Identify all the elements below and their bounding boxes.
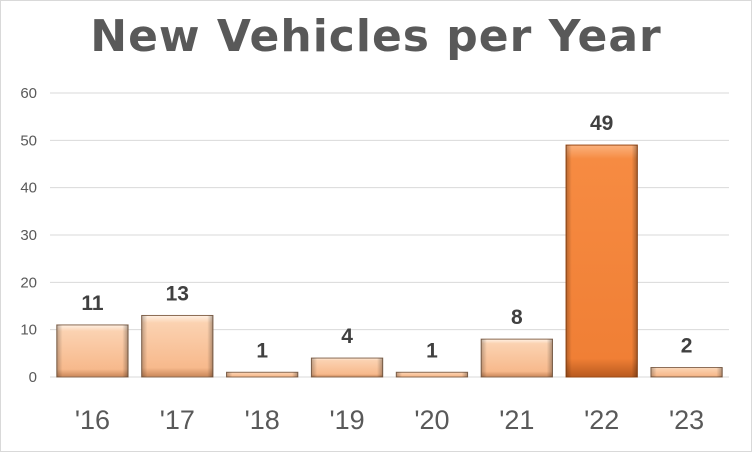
y-tick-label: 20	[20, 274, 37, 291]
x-tick-label: '16	[75, 405, 110, 435]
data-label: 13	[166, 282, 189, 305]
y-tick-label: 60	[20, 85, 37, 102]
y-tick-label: 50	[20, 132, 37, 149]
bar	[395, 371, 469, 378]
x-tick-label: '22	[584, 405, 619, 435]
y-tick-label: 10	[20, 322, 37, 339]
data-label: 1	[256, 339, 268, 362]
x-tick-label: '20	[414, 405, 449, 435]
x-tick-label: '19	[329, 405, 364, 435]
data-label: 2	[681, 335, 693, 358]
y-tick-label: 0	[29, 369, 37, 386]
bar	[310, 357, 384, 378]
bar	[650, 367, 723, 378]
bar	[480, 338, 553, 378]
chart-title: New Vehicles per Year	[90, 11, 662, 62]
data-label: 1	[426, 339, 438, 362]
data-label: 8	[511, 306, 523, 329]
y-tick-label: 40	[20, 180, 37, 197]
bar	[565, 144, 638, 378]
x-tick-label: '23	[669, 405, 704, 435]
y-tick-label: 30	[20, 227, 37, 244]
x-tick-label: '21	[499, 405, 534, 435]
bar	[226, 371, 299, 378]
bar	[56, 324, 129, 378]
x-tick-label: '17	[160, 405, 195, 435]
data-label: 49	[590, 112, 613, 135]
data-label: 11	[81, 292, 104, 315]
data-label: 4	[341, 325, 353, 348]
x-tick-label: '18	[245, 405, 280, 435]
bar	[141, 314, 214, 378]
